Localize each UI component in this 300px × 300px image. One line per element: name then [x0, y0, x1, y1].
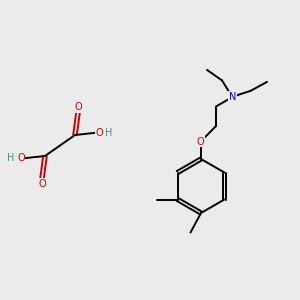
Text: O: O — [38, 179, 46, 189]
Text: O: O — [17, 153, 25, 164]
Text: O: O — [95, 128, 103, 138]
Text: O: O — [74, 102, 82, 112]
Text: O: O — [196, 137, 204, 147]
Text: H: H — [8, 153, 15, 164]
Text: N: N — [229, 92, 236, 102]
Text: H: H — [105, 128, 112, 138]
